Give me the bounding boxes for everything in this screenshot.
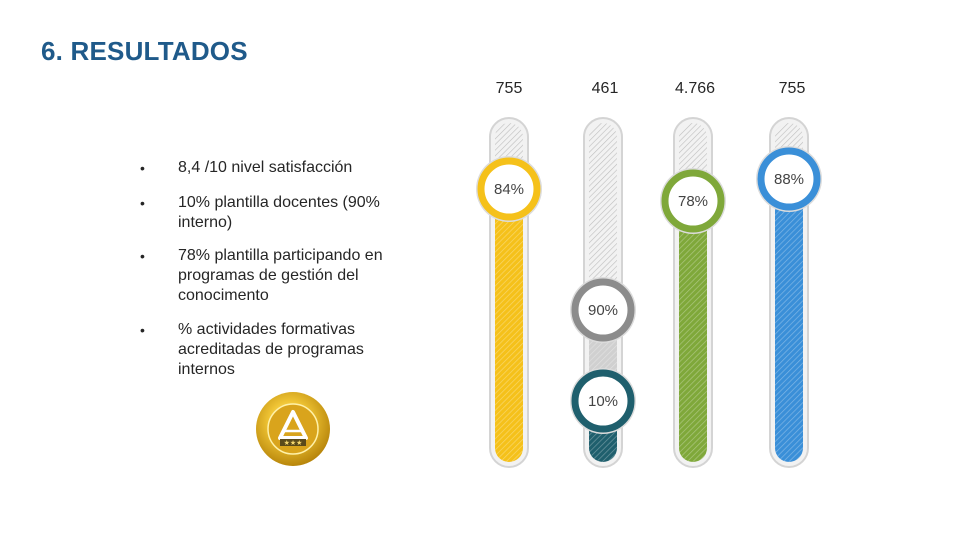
count-label-2: 461 (591, 80, 619, 97)
list-item: 78% plantilla participando en programas … (140, 246, 420, 306)
data-label: 84% (494, 181, 524, 198)
marker-ring (757, 147, 821, 211)
list-item: 10% plantilla docentes (90% interno) (140, 193, 420, 233)
marker-ring (661, 169, 725, 233)
marker-ring (477, 157, 541, 221)
page-title: 6. RESULTADOS (41, 36, 248, 66)
list-item: % actividades formativas acreditadas de … (140, 320, 420, 380)
marker-1: 84% (476, 156, 542, 222)
marker-4: 88% (756, 146, 822, 212)
marker-3: 78% (660, 168, 726, 234)
marker-2: 90% (570, 277, 636, 343)
svg-text:★★★: ★★★ (284, 439, 303, 447)
list-item: 8,4 /10 nivel satisfacción (140, 158, 420, 178)
marker-ring (571, 278, 635, 342)
marker-2-b: 10% (570, 368, 636, 434)
accreditation-badge-icon: ★★★ (256, 392, 330, 466)
results-list: 8,4 /10 nivel satisfacción 10% plantilla… (140, 158, 420, 394)
count-label-3: 4.766 (674, 80, 716, 97)
bar-fill-4-texture (775, 179, 803, 462)
marker-ring (571, 369, 635, 433)
count-label-4: 755 (778, 80, 806, 97)
data-label: 88% (774, 171, 804, 188)
bar-fill-1-texture (495, 189, 523, 462)
bar-fill-3-texture (679, 201, 707, 462)
data-label: 78% (678, 193, 708, 210)
data-label: 90% (588, 302, 618, 319)
count-label-1: 755 (495, 80, 523, 97)
data-label: 10% (588, 393, 618, 410)
